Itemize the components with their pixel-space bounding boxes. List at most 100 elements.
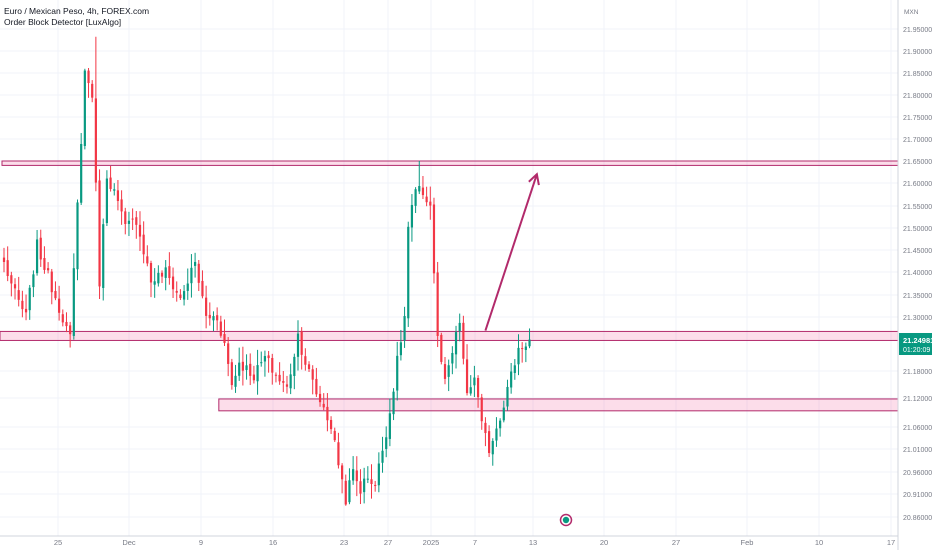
candle-body — [219, 321, 222, 336]
candle-body — [10, 275, 13, 284]
candle — [146, 245, 149, 267]
candle-body — [149, 262, 153, 283]
candle-body — [311, 369, 314, 380]
candle — [164, 260, 167, 291]
candle-body — [245, 365, 248, 371]
candle — [352, 456, 355, 485]
candle-body — [69, 325, 72, 335]
candle-body — [517, 347, 520, 365]
candle — [219, 315, 222, 338]
candle — [333, 427, 336, 443]
candle — [260, 351, 263, 367]
candle-body — [528, 339, 531, 347]
candle — [238, 347, 241, 381]
candle — [80, 133, 83, 205]
candle-body — [296, 333, 300, 357]
candle-body — [116, 190, 120, 201]
candle — [476, 375, 480, 408]
event-marker[interactable] — [559, 513, 573, 527]
price-tick-label: 21.35000 — [903, 293, 932, 300]
candle — [256, 349, 259, 395]
candle — [120, 190, 123, 225]
candle — [315, 367, 318, 397]
candle — [396, 341, 399, 401]
candle — [385, 426, 388, 458]
arrow-shaft — [484, 173, 538, 331]
price-tick-label: 21.12000 — [903, 396, 932, 403]
candle — [58, 285, 61, 321]
time-tick-label: 2025 — [423, 538, 440, 547]
price-tick-label: 21.50000 — [903, 226, 932, 233]
candle — [499, 418, 502, 437]
candle-body — [355, 470, 358, 482]
candle — [465, 344, 469, 396]
symbol-title[interactable]: Euro / Mexican Peso, 4h, FOREX.com — [4, 6, 150, 16]
candle-body — [407, 226, 410, 319]
candle — [54, 281, 57, 301]
candle — [344, 474, 347, 506]
candle — [131, 208, 134, 231]
candle — [285, 375, 289, 394]
candle — [502, 400, 505, 423]
candle — [35, 229, 39, 276]
candle — [138, 211, 142, 251]
projection-arrow[interactable] — [484, 172, 540, 331]
candle — [322, 393, 325, 411]
candle-body — [241, 361, 244, 371]
candle-body — [377, 463, 380, 486]
candle-body — [160, 272, 164, 277]
candle-body — [113, 189, 116, 191]
candle — [50, 268, 53, 305]
candle-body — [72, 268, 75, 336]
candle-body — [271, 357, 274, 373]
indicator-title[interactable]: Order Block Detector [LuxAlgo] — [4, 17, 122, 27]
candle-body — [208, 314, 211, 319]
time-axis[interactable]: 25 Dec 9 16 23 27 2025 7 13 20 27 Feb 10 17 — [0, 535, 898, 547]
price-tick-label: 21.01000 — [903, 447, 932, 454]
candle-body — [476, 377, 480, 398]
candle-body — [146, 256, 149, 264]
candle — [418, 161, 421, 195]
candle — [127, 211, 131, 237]
candle-body — [414, 189, 417, 206]
candle-body — [429, 201, 432, 206]
candle-body — [179, 294, 182, 299]
price-axis[interactable]: MXN 21.95000 21.90000 21.85000 21.80000 21.75… — [897, 0, 932, 550]
candle-body — [352, 469, 355, 481]
candle — [337, 432, 340, 469]
candle — [171, 267, 175, 298]
candle-body — [216, 315, 219, 321]
candle — [182, 284, 186, 306]
candle-body — [480, 397, 483, 422]
price-tick-label: 21.85000 — [903, 71, 932, 78]
candle — [94, 36, 97, 192]
candle — [32, 270, 35, 298]
candle — [410, 194, 414, 242]
candle — [2, 247, 6, 273]
candle — [282, 371, 285, 393]
candle-body — [35, 239, 39, 274]
candle — [429, 186, 432, 220]
time-tick-label: 9 — [199, 538, 203, 547]
candle-body — [421, 187, 425, 196]
candle — [300, 327, 303, 370]
candle — [102, 218, 105, 301]
candle — [69, 321, 72, 348]
time-tick-label: 27 — [384, 538, 392, 547]
candle-body — [278, 374, 281, 382]
candle-body — [318, 393, 322, 403]
time-tick-label: Feb — [741, 538, 754, 547]
candle-body — [120, 199, 123, 212]
candle-body — [127, 220, 131, 224]
candle-body — [436, 272, 439, 336]
candle-body — [39, 237, 42, 260]
candle — [296, 320, 300, 371]
price-tick-label: 21.95000 — [903, 27, 932, 34]
candle — [205, 285, 208, 329]
candle-body — [510, 371, 513, 388]
candle — [223, 319, 226, 347]
candle-body — [17, 290, 20, 300]
candle-body — [326, 406, 329, 421]
